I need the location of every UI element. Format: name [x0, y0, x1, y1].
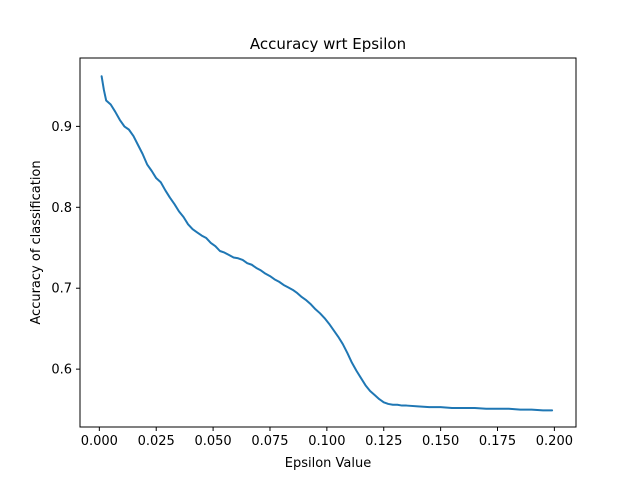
x-tick-label: 0.050: [194, 434, 231, 449]
y-tick-label: 0.8: [51, 201, 72, 216]
x-tick-label: 0.100: [308, 434, 345, 449]
x-tick-label: 0.200: [536, 434, 573, 449]
x-tick-label: 0.175: [479, 434, 516, 449]
series-layer: [100, 75, 554, 412]
chart-title: Accuracy wrt Epsilon: [250, 35, 406, 53]
plot-frame: [79, 57, 577, 428]
x-tick-label: 0.150: [422, 434, 459, 449]
x-axis-ticks: 0.000 0.025 0.050 0.075 0.100 0.125 0.150 0.175…: [81, 427, 573, 449]
y-axis-ticks: 0.6 0.7 0.8 0.9: [51, 120, 80, 378]
y-tick-label: 0.7: [51, 282, 72, 297]
series-line-0: [100, 75, 554, 412]
x-axis-label: Epsilon Value: [285, 456, 372, 471]
x-tick-label: 0.025: [138, 434, 175, 449]
y-axis-label: Accuracy of classification: [29, 160, 44, 324]
x-tick-label: 0.125: [365, 434, 402, 449]
x-tick-label: 0.000: [81, 434, 118, 449]
x-tick-label: 0.075: [251, 434, 288, 449]
y-tick-label: 0.9: [51, 120, 72, 135]
y-tick-label: 0.6: [51, 363, 72, 378]
plot-area: [79, 57, 577, 428]
